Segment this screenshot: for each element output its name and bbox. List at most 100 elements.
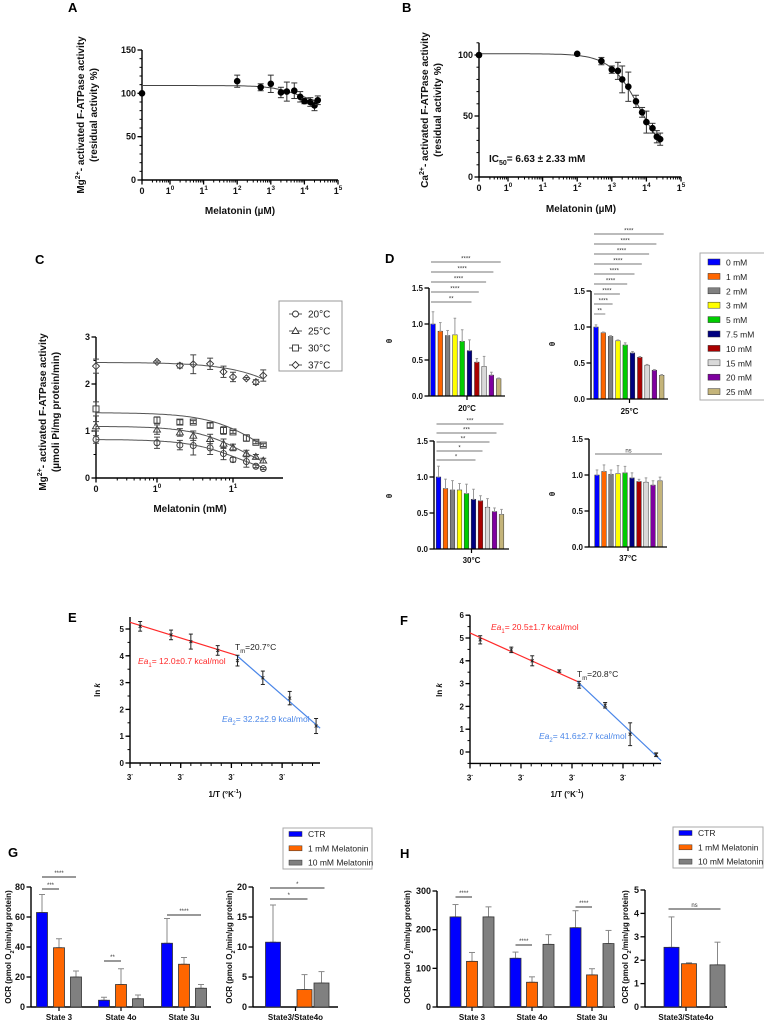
error-bar [512, 951, 519, 959]
error-bar [465, 483, 468, 495]
bar [600, 332, 606, 400]
x-marker [628, 732, 632, 736]
x-tick-label-part: 1 [538, 183, 543, 193]
transition-temperature-label: Tm=20.7°C [235, 642, 276, 655]
x-tick-label: 13 [608, 182, 617, 193]
activation-energy-label-part: = 41.6±2.7 kcal/mol [553, 731, 627, 741]
x-tick-label: 14 [642, 182, 651, 193]
y-axis-title-part: OCR (pmol O [4, 954, 13, 1004]
y-tick-label: 6 [460, 611, 465, 620]
y-tick-label: 300 [416, 886, 431, 896]
bar [615, 473, 621, 548]
y-axis-title: ln k [93, 683, 102, 697]
bar [98, 999, 110, 1008]
bar [482, 916, 495, 1008]
error-bar [93, 435, 99, 444]
error-bar [176, 428, 183, 437]
error-bar [39, 894, 45, 913]
y-tick-label: 5 [242, 972, 247, 982]
error-bar [260, 457, 267, 464]
y-axis-title-part: 2 [231, 950, 237, 953]
y-axis-title: Mg2+- activated F-ATPase activity [75, 36, 87, 194]
data-point [638, 109, 646, 116]
activation-energy-label: Ea1= 20.5±1.7 kcal/mol [491, 622, 579, 635]
x-tick-label-part: 3 [228, 773, 233, 782]
x-marker [314, 724, 318, 728]
transition-temperature-label-part: m [582, 676, 587, 682]
y-axis-title: θ [385, 339, 394, 343]
error-bar [220, 438, 227, 449]
error-bar [220, 365, 227, 378]
fit-line-1 [469, 632, 578, 682]
x-tick-label-part: 0 [476, 183, 481, 193]
y-axis-title-part: 2+ [37, 468, 44, 476]
significance-label: **** [621, 239, 631, 245]
significance-label: **** [454, 277, 464, 283]
y-axis-title-part: k [93, 683, 102, 688]
error-bar [190, 430, 197, 441]
legend-label: 7.5 mM [726, 330, 754, 340]
y-axis-title-part: ln [93, 688, 102, 697]
bar [601, 471, 607, 548]
square-marker [292, 344, 299, 352]
bar [477, 500, 484, 550]
data-point [267, 80, 275, 88]
y-tick-label: 0.0 [572, 543, 584, 552]
panel-label-e: E [68, 610, 77, 625]
y-tick-label: 10 [237, 942, 247, 952]
error-bar [623, 465, 627, 474]
bar [36, 912, 48, 1008]
error-bar [176, 439, 183, 451]
bar [681, 963, 697, 1008]
bar [659, 374, 665, 400]
data-point [261, 675, 265, 680]
subplot-20°C [430, 323, 502, 397]
circle-marker [292, 310, 299, 318]
y-axis-title-part: ln [435, 688, 444, 697]
error-bar [260, 443, 267, 448]
bar [629, 352, 636, 400]
bar [615, 340, 621, 400]
error-bar [631, 350, 634, 354]
bar [442, 488, 449, 550]
bar [435, 476, 442, 550]
y-tick-label: 2 [460, 702, 465, 711]
x-tick-label: 15 [677, 182, 686, 193]
significance-label: * [458, 446, 461, 452]
x-tick-label: 11 [229, 483, 238, 494]
legend-swatch [288, 845, 303, 852]
ic50-annotation-part: 50 [499, 160, 507, 167]
x-tick-label: 0 [93, 484, 98, 494]
data-point [614, 67, 622, 75]
error-bar [176, 362, 183, 369]
y-axis-title-part: OCR (pmol O [403, 954, 412, 1004]
legend-box [278, 300, 343, 372]
y-axis-title: Mg2+- activated F-ATPase activity [37, 333, 49, 491]
data-point [625, 83, 632, 91]
error-bar [485, 906, 492, 918]
significance-label: ** [461, 437, 466, 443]
x-axis-title: Melatonin (µM) [546, 204, 616, 215]
y-tick-label: 4 [634, 908, 639, 918]
legend-label: 3 mM [726, 301, 747, 311]
y-tick-label: 0 [85, 473, 90, 483]
bar [657, 480, 663, 548]
bar [437, 330, 443, 397]
y-tick-label: 0 [634, 1002, 639, 1012]
fit-curve [142, 85, 317, 102]
y-axis-title-part: /min/µg protein) [4, 890, 13, 950]
x-tick-label: 3- [228, 772, 234, 782]
y-tick-label: 2 [85, 379, 90, 389]
x-category-label: 30°C [463, 556, 481, 565]
x-tick-label-part: 1 [573, 183, 578, 193]
error-bar [207, 433, 214, 445]
x-tick-label-part: 5 [682, 182, 686, 189]
x-axis-title: Melatonin (µM) [205, 206, 275, 217]
error-bar [431, 311, 435, 325]
error-bar [437, 465, 440, 478]
y-tick-label: 1.5 [574, 287, 586, 296]
transition-temperature-label-part: T [577, 669, 582, 679]
error-bar [439, 322, 442, 332]
bar [178, 963, 190, 1008]
data-point [233, 77, 241, 85]
